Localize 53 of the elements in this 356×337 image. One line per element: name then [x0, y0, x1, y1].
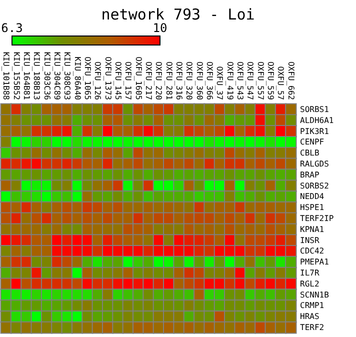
- x-tick-label: OXFU_281: [164, 61, 174, 100]
- x-tick-label: KIU_308C93: [62, 52, 72, 100]
- y-tick-label: HSPE1: [300, 203, 324, 212]
- x-tick-label: OXFU_1065: [82, 56, 92, 100]
- x-tick-label: KIU_155B52: [12, 52, 21, 100]
- y-tick-label: CENPF: [300, 138, 324, 147]
- x-tick-label: OXFU_37: [215, 66, 224, 100]
- x-tick-label: OXFU_126: [93, 61, 102, 100]
- x-tick-label: OXFU_57: [276, 66, 286, 100]
- y-tick-label: CBLB: [300, 148, 320, 158]
- y-tick-label: TERF2: [300, 323, 324, 332]
- y-tick-label: INSR: [300, 236, 320, 245]
- x-tick-label: OXFU_419: [225, 61, 234, 100]
- x-tick-label: OXFU_360: [194, 61, 204, 100]
- y-tick-label: SORBS2: [300, 181, 330, 190]
- y-tick-label: RALGDS: [300, 159, 330, 168]
- y-tick-label: CDC42: [300, 246, 324, 256]
- y-tick-label: PMEPA1: [300, 258, 330, 267]
- x-tick-label: KIU_86A40: [72, 56, 82, 100]
- y-tick-label: KPNA1: [300, 224, 324, 234]
- x-tick-label: OXFU_220: [154, 61, 164, 100]
- y-tick-label: SORBS1: [300, 104, 330, 114]
- x-tick-label: KIU_101B88: [2, 52, 11, 100]
- y-tick-label: CRMP1: [300, 301, 324, 310]
- x-tick-label: KIU_164B81: [22, 52, 31, 100]
- x-tick-label: KIU_304C89: [52, 52, 62, 100]
- x-tick-label: KIU_303C36: [42, 52, 52, 100]
- chart-title: network 793 - Loi: [101, 6, 255, 24]
- y-tick-label: RGL2: [300, 279, 320, 288]
- y-tick-label: ALDH6A1: [300, 116, 334, 125]
- x-tick-label: OXFU_557: [256, 61, 265, 100]
- y-tick-label: IL7R: [300, 268, 320, 278]
- x-tick-label: OXFU_217: [144, 61, 153, 100]
- x-tick-label: OXFU_1373: [103, 56, 112, 100]
- y-tick-label: BRAP: [300, 170, 320, 180]
- x-tick-label: OXFU_145: [113, 61, 122, 100]
- y-tick-label: TERF2IP: [300, 214, 334, 223]
- color-bar-label: 6.3: [1, 21, 23, 35]
- x-tick-label: OXFU_662: [286, 61, 296, 100]
- x-tick-label: OXFU_320: [184, 61, 194, 100]
- x-tick-label: OXFU_157: [124, 61, 133, 100]
- x-tick-label: OXFU_316: [174, 61, 184, 100]
- x-tick-label: OXFU_559: [266, 61, 276, 100]
- x-tick-label: OXFU_366: [205, 61, 214, 100]
- x-tick-label: KIU_188B13: [32, 52, 42, 100]
- y-tick-label: NEDD4: [300, 192, 324, 202]
- x-tick-label: OXFU_1605: [134, 56, 143, 100]
- y-tick-label: HRAS: [300, 312, 320, 322]
- x-tick-label: OXFU_543: [236, 61, 245, 100]
- x-tick-label: OXFU_547: [246, 61, 255, 100]
- color-bar-label: 10: [152, 21, 168, 35]
- y-tick-label: PIK3R1: [300, 126, 330, 136]
- y-tick-label: SCNN1B: [300, 290, 330, 300]
